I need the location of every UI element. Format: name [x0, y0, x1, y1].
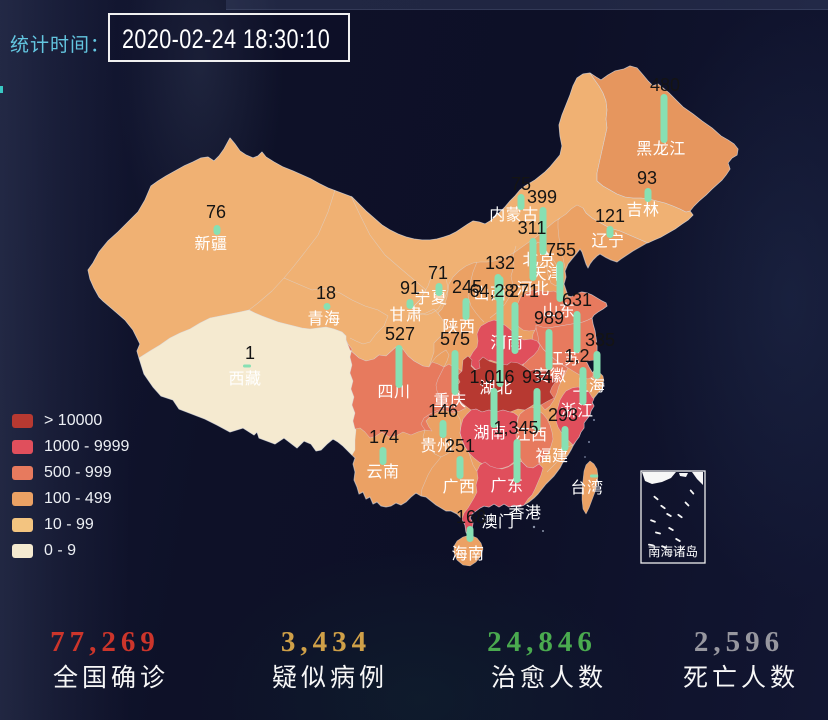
svg-text:168: 168: [456, 507, 486, 527]
svg-text:安徽: 安徽: [533, 367, 566, 385]
svg-text:广西: 广西: [442, 478, 475, 496]
svg-text:湖南: 湖南: [473, 424, 506, 442]
svg-text:甘肃: 甘肃: [389, 306, 422, 324]
svg-text:黑龙江: 黑龙江: [636, 140, 686, 158]
svg-text:399: 399: [527, 187, 557, 207]
svg-text:93: 93: [637, 168, 657, 188]
svg-text:海南: 海南: [451, 545, 484, 563]
svg-text:311: 311: [518, 218, 547, 238]
svg-text:75: 75: [511, 174, 531, 194]
svg-text:江苏: 江苏: [547, 350, 580, 368]
svg-text:重庆: 重庆: [433, 392, 466, 410]
svg-text:新疆: 新疆: [194, 235, 227, 253]
svg-text:云南: 云南: [366, 463, 399, 481]
svg-text:辽宁: 辽宁: [591, 232, 624, 250]
svg-text:934: 934: [522, 367, 552, 387]
svg-text:755: 755: [546, 240, 576, 260]
svg-text:山东: 山东: [542, 302, 575, 320]
svg-text:上海: 上海: [572, 377, 605, 395]
svg-text:贵州: 贵州: [420, 437, 453, 455]
svg-text:245: 245: [452, 277, 482, 297]
svg-text:1,016: 1,016: [469, 367, 514, 387]
svg-text:福建: 福建: [535, 447, 568, 465]
svg-text:香港: 香港: [508, 504, 541, 522]
svg-text:18: 18: [316, 283, 336, 303]
svg-text:575: 575: [440, 329, 470, 349]
svg-text:河南: 河南: [490, 334, 523, 352]
svg-text:青海: 青海: [307, 310, 340, 328]
svg-text:1,2: 1,2: [564, 346, 589, 366]
svg-text:南海诸岛: 南海诸岛: [648, 544, 698, 559]
svg-text:陕西: 陕西: [442, 318, 475, 336]
svg-text:527: 527: [385, 324, 415, 344]
svg-text:1: 1: [245, 343, 255, 363]
svg-text:64,28: 64,28: [469, 281, 514, 301]
svg-text:台湾: 台湾: [570, 479, 603, 497]
svg-text:132: 132: [485, 253, 515, 273]
svg-text:湖北: 湖北: [479, 379, 512, 397]
svg-text:989: 989: [534, 308, 564, 328]
svg-text:174: 174: [369, 427, 399, 447]
svg-text:1,345: 1,345: [493, 418, 538, 438]
svg-text:西藏: 西藏: [228, 370, 261, 388]
svg-text:335: 335: [585, 330, 615, 350]
svg-text:四川: 四川: [377, 384, 410, 401]
svg-text:河北: 河北: [516, 280, 549, 298]
svg-text:146: 146: [428, 401, 458, 421]
svg-text:293: 293: [548, 405, 578, 425]
svg-text:91: 91: [400, 278, 420, 298]
svg-text:480: 480: [650, 75, 680, 95]
svg-text:浙江: 浙江: [560, 402, 593, 420]
svg-text:76: 76: [206, 202, 226, 222]
svg-text:271: 271: [509, 281, 539, 301]
svg-text:天津: 天津: [530, 265, 563, 283]
svg-text:251: 251: [445, 436, 475, 456]
svg-text:121: 121: [595, 206, 625, 226]
svg-text:江西: 江西: [514, 426, 547, 444]
svg-text:内蒙古: 内蒙古: [489, 206, 539, 224]
svg-text:71: 71: [428, 263, 448, 283]
svg-text:631: 631: [562, 290, 592, 310]
svg-text:吉林: 吉林: [626, 201, 659, 219]
svg-text:澳门: 澳门: [481, 513, 514, 531]
